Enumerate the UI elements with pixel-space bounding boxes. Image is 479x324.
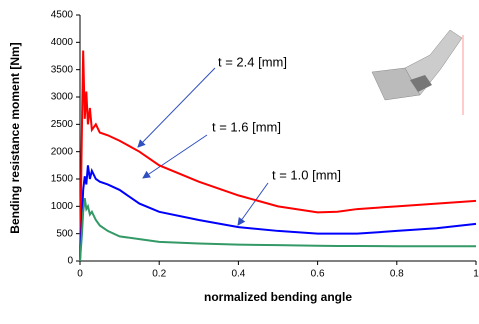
x-tick-label: 0.6 bbox=[311, 269, 325, 280]
y-tick-label: 500 bbox=[56, 228, 73, 239]
y-tick-label: 3000 bbox=[51, 92, 74, 103]
y-tick-label: 4000 bbox=[51, 37, 74, 48]
x-tick-label: 0.4 bbox=[231, 269, 245, 280]
x-tick-label: 0.2 bbox=[152, 269, 166, 280]
chart: t = 2.4 [mm] t = 1.6 [mm] t = 1.0 [mm] n… bbox=[0, 0, 479, 324]
y-tick-label: 2000 bbox=[51, 146, 74, 157]
arrow bbox=[238, 183, 268, 225]
model-image bbox=[372, 30, 463, 115]
y-tick-label: 4500 bbox=[51, 10, 74, 21]
y-tick-label: 0 bbox=[67, 256, 73, 267]
y-tick-label: 1000 bbox=[51, 201, 74, 212]
annotation: t = 2.4 [mm] bbox=[218, 54, 287, 69]
x-tick-label: 0.8 bbox=[390, 269, 404, 280]
y-axis-title: Bending resistance moment [Nm] bbox=[8, 42, 22, 233]
x-axis-title: normalized bending angle bbox=[204, 290, 352, 304]
x-tick-label: 0 bbox=[77, 269, 83, 280]
x-tick-label: 1 bbox=[473, 269, 479, 280]
arrow bbox=[138, 68, 215, 147]
annotation: t = 1.0 [mm] bbox=[272, 167, 341, 182]
y-tick-label: 2500 bbox=[51, 119, 74, 130]
y-tick-label: 1500 bbox=[51, 174, 74, 185]
annotation: t = 1.6 [mm] bbox=[212, 119, 281, 134]
y-tick-label: 3500 bbox=[51, 64, 74, 75]
